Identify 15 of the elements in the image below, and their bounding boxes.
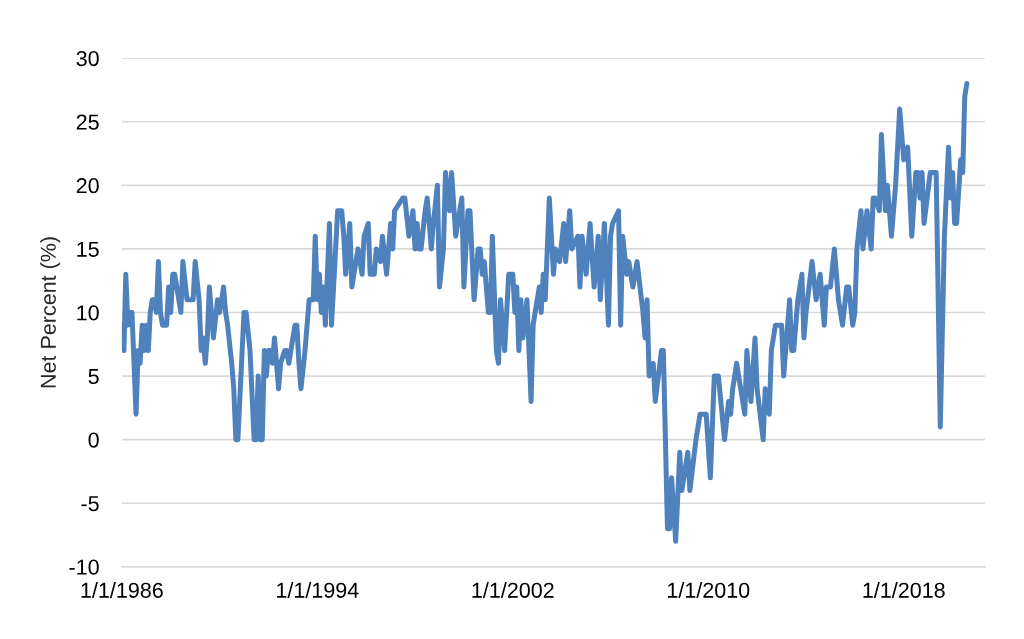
y-tick-label: 5 xyxy=(88,369,99,385)
y-axis-title: Net Percent (%) xyxy=(40,237,61,388)
y-tick-label: 25 xyxy=(76,114,99,130)
x-tick-label: 1/1/2010 xyxy=(668,582,750,598)
y-tick-label: -10 xyxy=(69,559,99,575)
x-tick-label: 1/1/2002 xyxy=(472,582,554,598)
x-tick-label: 1/1/2018 xyxy=(863,582,945,598)
y-tick-label: 0 xyxy=(88,432,99,448)
y-tick-label: -5 xyxy=(81,496,99,512)
x-tick-label: 1/1/1994 xyxy=(277,582,359,598)
y-tick-label: 30 xyxy=(76,50,99,67)
y-tick-label: 20 xyxy=(76,178,99,194)
x-tick-label: 1/1/1986 xyxy=(81,582,163,598)
y-tick-label: 15 xyxy=(77,241,99,257)
y-tick-label: 10 xyxy=(77,305,99,321)
